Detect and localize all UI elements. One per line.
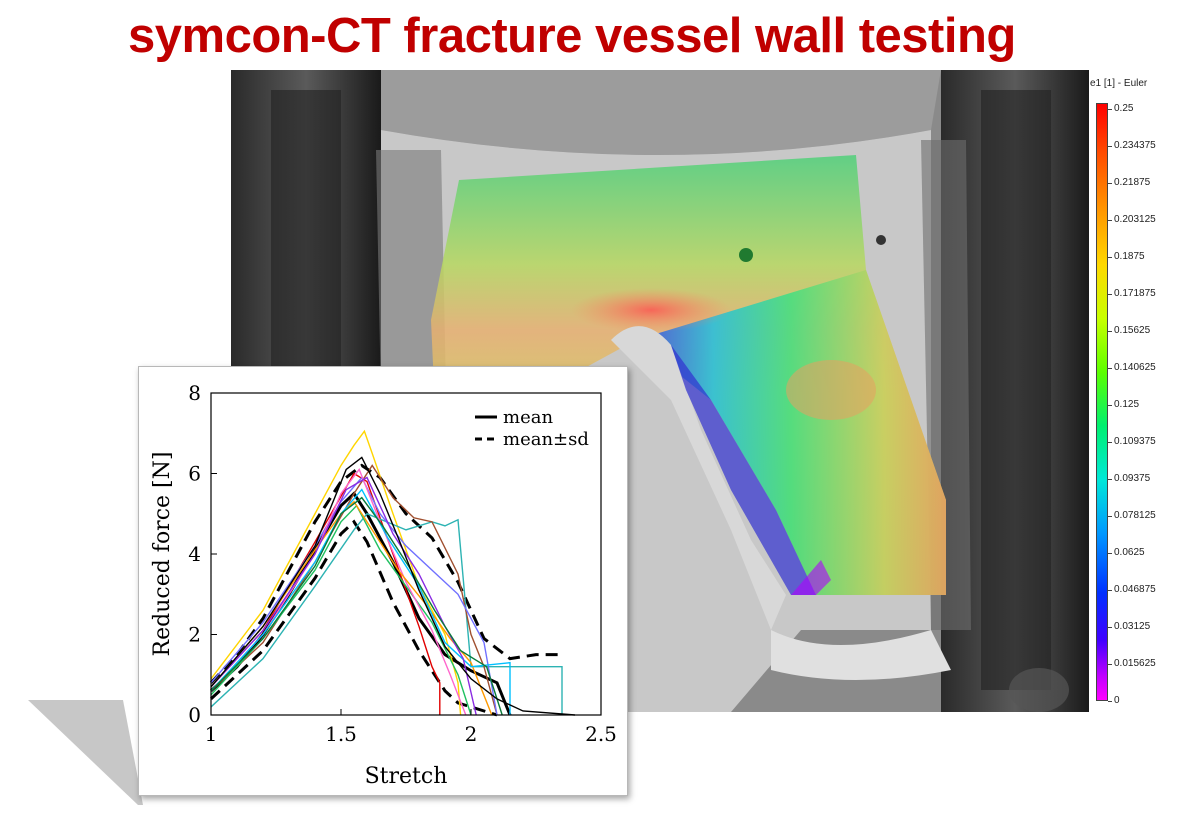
- series-line-8: [210, 504, 472, 716]
- colorbar-tick-label: 0.0625: [1114, 547, 1145, 558]
- colorbar-tick-label: 0.21875: [1114, 177, 1151, 188]
- force-stretch-chart-card: 1 1.5 2 2.5 0 2 4 6 8 Reduced force [N] Stretch …: [138, 366, 628, 796]
- colorbar-tick-mark: [1108, 146, 1112, 147]
- colorbar-tick-label: 0.1875: [1114, 251, 1145, 262]
- colorbar-tick-mark: [1108, 553, 1112, 554]
- colorbar-title: e1 [1] - Euler: [1090, 78, 1148, 89]
- y-tick-label: 6: [188, 462, 201, 486]
- chart-x-label: Stretch: [365, 764, 448, 789]
- colorbar-tick-label: 0.015625: [1114, 658, 1156, 669]
- colorbar-tick-mark: [1108, 368, 1112, 369]
- colorbar-tick-mark: [1108, 405, 1112, 406]
- colorbar-tick-label: 0.09375: [1114, 473, 1151, 484]
- colorbar-tick-mark: [1108, 664, 1112, 665]
- colorbar-tick-label: 0.03125: [1114, 621, 1151, 632]
- colorbar-tick-mark: [1108, 516, 1112, 517]
- x-tick-label: 2: [465, 722, 478, 746]
- colorbar-tick-label: 0.140625: [1114, 362, 1156, 373]
- legend-label: mean: [503, 407, 553, 428]
- colorbar-tick-mark: [1108, 701, 1112, 702]
- colorbar-gradient: [1096, 103, 1108, 701]
- colorbar-tick-mark: [1108, 590, 1112, 591]
- y-tick-label: 4: [188, 542, 201, 566]
- colorbar-tick-label: 0.171875: [1114, 288, 1156, 299]
- x-tick-label: 1.5: [325, 722, 357, 746]
- series-line-14: [210, 456, 576, 716]
- colorbar-tick-mark: [1108, 294, 1112, 295]
- series-line-mean-sd: [209, 463, 562, 684]
- colorbar-tick-label: 0.109375: [1114, 436, 1156, 447]
- colorbar-tick-mark: [1108, 442, 1112, 443]
- colorbar-tick-label: 0.25: [1114, 103, 1134, 114]
- series-line-13: [210, 496, 503, 716]
- x-tick-label: 2.5: [585, 722, 617, 746]
- chart-series-group: [209, 429, 576, 717]
- chart-y-label: Reduced force [N]: [150, 452, 175, 657]
- colorbar-tick-mark: [1108, 109, 1112, 110]
- series-line-7: [210, 476, 498, 716]
- colorbar-tick-mark: [1108, 331, 1112, 332]
- colorbar-tick-mark: [1108, 183, 1112, 184]
- colorbar-tick-label: 0.15625: [1114, 325, 1151, 336]
- page-title: symcon-CT fracture vessel wall testing: [128, 9, 1016, 63]
- colorbar-tick-mark: [1108, 627, 1112, 628]
- colorbar-tick-label: 0.078125: [1114, 510, 1156, 521]
- colorbar-tick-label: 0: [1114, 695, 1120, 706]
- colorbar-tick-mark: [1108, 479, 1112, 480]
- series-line-6: [210, 464, 498, 716]
- series-line-12: [210, 476, 477, 716]
- series-line-mean-sd: [209, 519, 498, 717]
- y-tick-label: 0: [188, 703, 201, 727]
- x-tick-label: 1: [205, 722, 218, 746]
- chart-ticks: 1 1.5 2 2.5 0 2 4 6 8: [188, 381, 617, 746]
- colorbar-tick-label: 0.234375: [1114, 140, 1156, 151]
- dic-strain-photo: [231, 70, 1089, 712]
- series-line-3: [210, 429, 462, 716]
- colorbar-tick-mark: [1108, 257, 1112, 258]
- colorbar-tick-label: 0.046875: [1114, 584, 1156, 595]
- colorbar-tick-mark: [1108, 220, 1112, 221]
- colorbar-tick-label: 0.203125: [1114, 214, 1156, 225]
- series-line-9: [210, 468, 467, 716]
- y-tick-label: 8: [188, 381, 201, 405]
- legend-label: mean±sd: [503, 429, 589, 450]
- colorbar-tick-label: 0.125: [1114, 399, 1140, 410]
- card-shadow: [28, 700, 143, 805]
- y-tick-label: 2: [188, 623, 201, 647]
